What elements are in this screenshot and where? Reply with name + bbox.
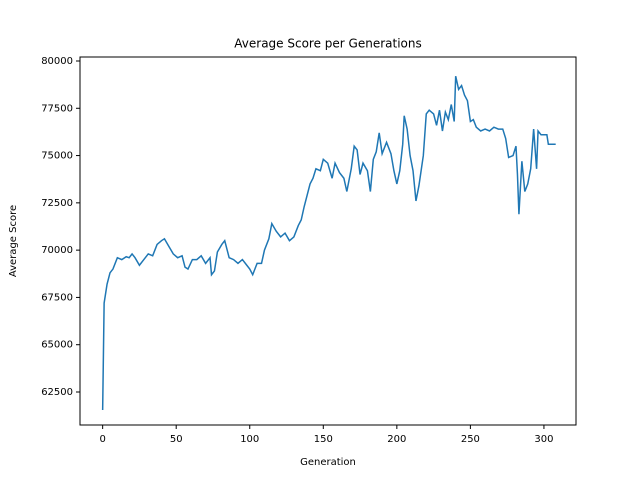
x-tick-label: 100 [240, 434, 259, 445]
y-tick-label: 65000 [41, 340, 73, 351]
x-tick-label: 300 [534, 434, 553, 445]
x-tick-label: 150 [314, 434, 333, 445]
line-series [101, 75, 556, 410]
y-tick-label: 75000 [41, 151, 73, 162]
x-tick-label: 200 [387, 434, 406, 445]
y-tick-label: 62500 [41, 387, 73, 398]
y-tick-label: 67500 [41, 292, 73, 303]
y-tick-label: 80000 [41, 56, 73, 67]
chart-title: Average Score per Generations [234, 37, 421, 51]
y-tick-label: 77500 [41, 103, 73, 114]
x-tick-label: 0 [99, 434, 105, 445]
plot-frame [79, 56, 577, 426]
x-tick-label: 250 [461, 434, 480, 445]
x-tick-label: 50 [170, 434, 183, 445]
x-axis-label: Generation [300, 457, 356, 468]
y-tick-label: 72500 [41, 198, 73, 209]
y-tick-label: 70000 [41, 245, 73, 256]
y-axis-label: Average Score [8, 205, 19, 277]
